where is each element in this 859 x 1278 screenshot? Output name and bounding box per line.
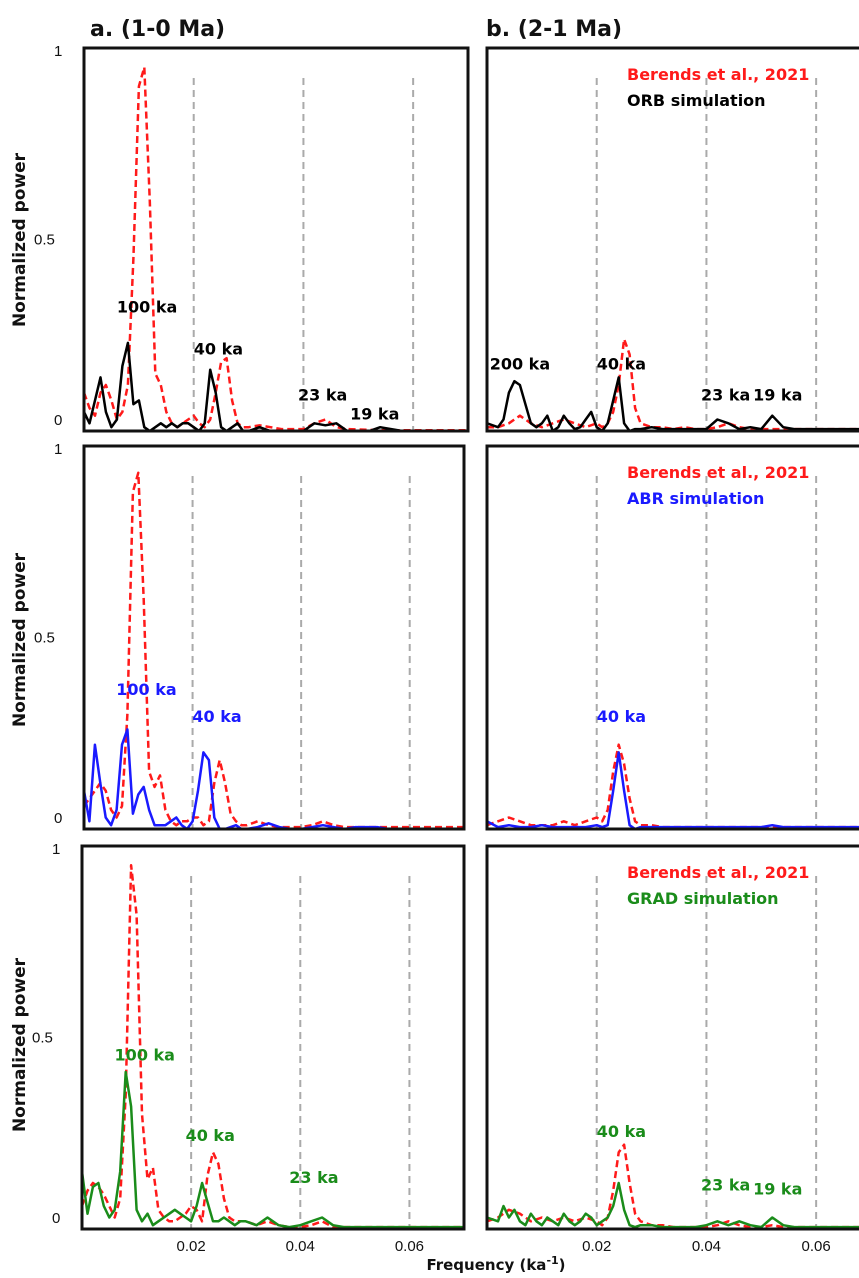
peak-annotation: 23 ka bbox=[701, 1176, 750, 1195]
series-line-reference bbox=[84, 67, 468, 430]
peak-annotation: 40 ka bbox=[597, 1122, 646, 1141]
peak-annotation: 40 ka bbox=[597, 707, 646, 726]
y-tick-label: 0 bbox=[54, 412, 62, 429]
panel-frame bbox=[82, 846, 464, 1229]
legend-entry: Berends et al., 2021 bbox=[627, 463, 809, 482]
y-tick-label: 0.5 bbox=[32, 1030, 53, 1047]
series-line-reference bbox=[84, 473, 464, 827]
legend-entry: ORB simulation bbox=[627, 91, 766, 110]
y-tick-label: 1 bbox=[54, 441, 62, 458]
peak-annotation: 40 ka bbox=[192, 707, 241, 726]
peak-annotation: 19 ka bbox=[753, 385, 802, 404]
peak-annotation: 23 ka bbox=[298, 385, 347, 404]
series-line-simulation bbox=[84, 729, 464, 829]
series-line-reference bbox=[487, 745, 859, 827]
x-axis-label-main: Frequency (ka bbox=[426, 1256, 546, 1274]
series-line-simulation bbox=[487, 752, 859, 829]
legend-entry: Berends et al., 2021 bbox=[627, 863, 809, 882]
x-tick-label: 0.06 bbox=[802, 1238, 831, 1255]
column-title-b: b. (2-1 Ma) bbox=[486, 17, 622, 42]
peak-annotation: 100 ka bbox=[115, 1045, 175, 1064]
series-line-reference bbox=[487, 1145, 859, 1227]
y-tick-label: 1 bbox=[54, 43, 62, 60]
x-tick-label: 0.06 bbox=[395, 1238, 424, 1255]
y-tick-label: 0 bbox=[54, 810, 62, 827]
y-tick-label: 0 bbox=[52, 1210, 60, 1227]
x-tick-label: 0.04 bbox=[692, 1238, 721, 1255]
y-axis-label-row1: Normalized power bbox=[10, 152, 30, 327]
y-tick-label: 0.5 bbox=[34, 232, 55, 249]
panel-b-orb: 200 ka 40 ka 23 ka 19 ka Berends et al., 202… bbox=[487, 48, 859, 431]
x-axis-label-sup: -1 bbox=[546, 1254, 558, 1267]
y-tick-label: 1 bbox=[52, 841, 60, 858]
x-tick-label: 0.02 bbox=[177, 1238, 206, 1255]
peak-annotation: 200 ka bbox=[490, 355, 550, 374]
peak-annotation: 19 ka bbox=[753, 1180, 802, 1199]
panel-frame bbox=[84, 48, 468, 431]
panel-a-grad: 0 0.5 1 0.02 0.04 0.06 100 ka 40 ka 23 ka bbox=[32, 841, 464, 1255]
y-axis-label-row3: Normalized power bbox=[10, 957, 30, 1132]
panel-a-abr: 0 0.5 1 100 ka 40 ka bbox=[34, 441, 464, 829]
peak-annotation: 100 ka bbox=[117, 297, 177, 316]
y-tick-label: 0.5 bbox=[34, 630, 55, 647]
peak-annotation: 19 ka bbox=[350, 405, 399, 424]
panel-frame bbox=[84, 446, 464, 829]
peak-annotation: 23 ka bbox=[701, 385, 750, 404]
column-title-a: a. (1-0 Ma) bbox=[90, 17, 225, 42]
x-axis-label: Frequency (ka-1) bbox=[426, 1254, 565, 1274]
peak-annotation: 100 ka bbox=[116, 680, 176, 699]
series-line-reference bbox=[487, 339, 859, 429]
legend-entry: Berends et al., 2021 bbox=[627, 65, 809, 84]
peak-annotation: 40 ka bbox=[186, 1126, 235, 1145]
panel-b-grad: 0.02 0.04 0.06 40 ka 23 ka 19 ka Berends et al… bbox=[487, 846, 859, 1255]
x-axis-label-tail: ) bbox=[559, 1256, 566, 1274]
series-line-simulation bbox=[82, 1072, 464, 1227]
peak-annotation: 40 ka bbox=[597, 355, 646, 374]
series-line-simulation bbox=[487, 377, 859, 431]
peak-annotation: 40 ka bbox=[194, 339, 243, 358]
legend-entry: GRAD simulation bbox=[627, 889, 779, 908]
x-tick-label: 0.04 bbox=[286, 1238, 315, 1255]
x-tick-label: 0.02 bbox=[582, 1238, 611, 1255]
series-line-simulation bbox=[487, 1183, 859, 1227]
peak-annotation: 23 ka bbox=[289, 1168, 338, 1187]
panel-b-abr: 40 ka Berends et al., 2021 ABR simulation bbox=[487, 446, 859, 829]
series-line-simulation bbox=[84, 343, 468, 431]
y-axis-label-row2: Normalized power bbox=[10, 552, 30, 727]
legend-entry: ABR simulation bbox=[627, 489, 764, 508]
